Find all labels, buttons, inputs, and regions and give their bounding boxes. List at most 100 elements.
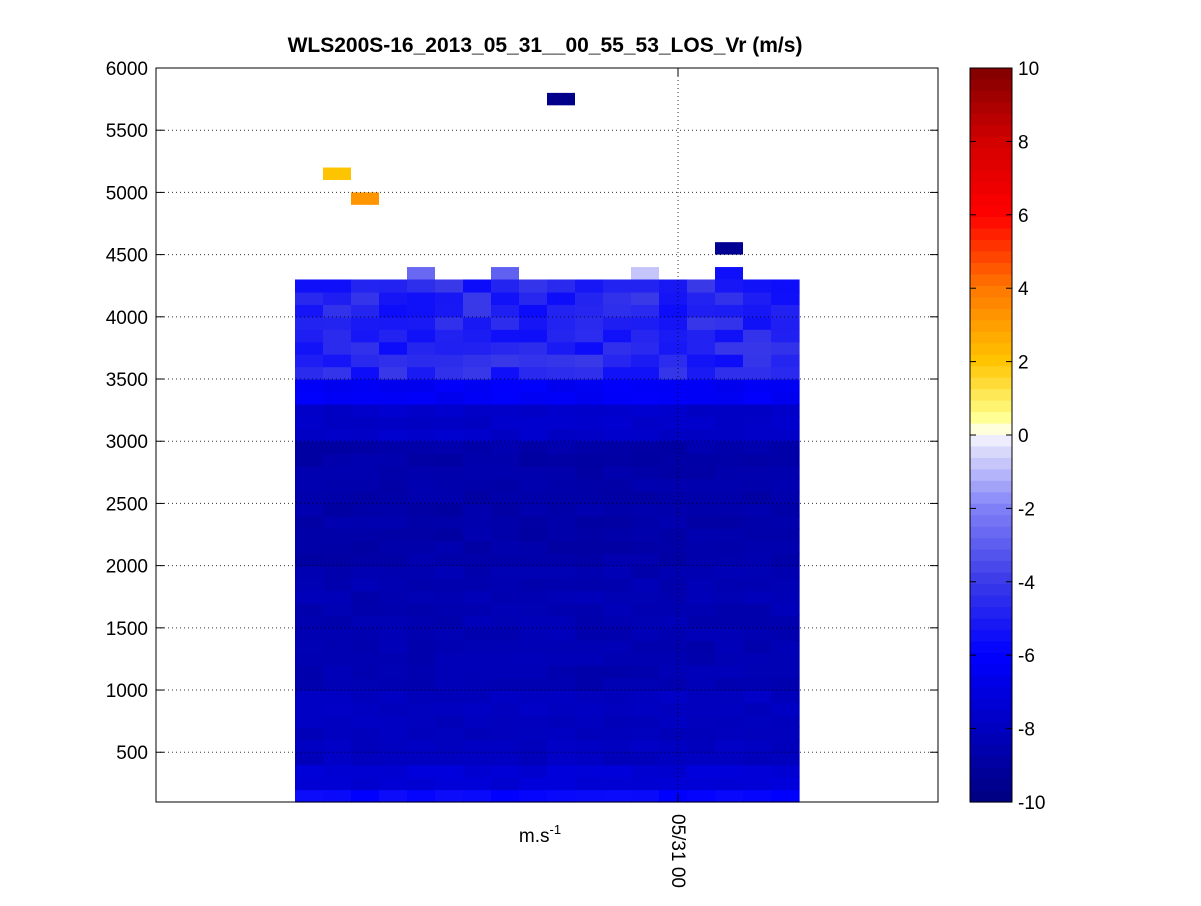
heatmap-cell xyxy=(295,453,324,467)
heatmap-cell xyxy=(323,341,352,355)
heatmap-cell xyxy=(407,540,436,554)
heatmap-cell xyxy=(659,590,688,604)
heatmap-cell xyxy=(519,777,548,791)
heatmap-cell xyxy=(379,304,408,318)
heatmap-cell xyxy=(351,366,380,380)
heatmap-cell xyxy=(715,615,744,629)
heatmap-cell xyxy=(491,665,520,679)
heatmap-cell xyxy=(687,578,716,592)
heatmap-cell xyxy=(519,677,548,691)
heatmap-cell xyxy=(407,528,436,542)
plot-area: 500 1000 1500 2000 2500 3000 3500 4000 4500 5000 5… xyxy=(106,59,939,888)
heatmap-cell xyxy=(323,403,352,417)
heatmap-cell xyxy=(743,677,772,691)
heatmap-cell xyxy=(659,341,688,355)
colorbar-segment xyxy=(970,90,1012,104)
heatmap-cell xyxy=(771,702,800,716)
heatmap-cell xyxy=(715,503,744,517)
heatmap-cell xyxy=(603,503,632,517)
heatmap-cell xyxy=(379,453,408,467)
heatmap-cell xyxy=(435,553,464,567)
heatmap-cell xyxy=(323,490,352,505)
heatmap-cell xyxy=(659,490,688,505)
heatmap-cell xyxy=(659,428,688,442)
colorbar-segment xyxy=(970,308,1012,321)
heatmap-cell xyxy=(491,354,520,368)
heatmap-cell xyxy=(771,690,800,704)
y-tick-label: 1000 xyxy=(106,681,148,702)
heatmap-cell xyxy=(771,677,800,691)
heatmap-cell xyxy=(771,640,800,654)
colorbar-gradient xyxy=(970,68,1012,803)
heatmap-cell xyxy=(659,677,688,691)
heatmap-cell xyxy=(547,752,576,766)
heatmap-cell xyxy=(575,540,604,554)
heatmap-cell xyxy=(715,590,744,604)
heatmap-cell xyxy=(575,515,604,529)
heatmap-cell xyxy=(575,702,604,716)
colorbar-segment xyxy=(970,400,1012,413)
heatmap-cell xyxy=(379,727,408,741)
heatmap-cell xyxy=(687,515,716,529)
heatmap-cell xyxy=(491,702,520,716)
heatmap-cell xyxy=(491,615,520,629)
heatmap-cell xyxy=(407,316,436,330)
heatmap-cell xyxy=(295,316,324,330)
heatmap-cell xyxy=(771,590,800,604)
heatmap-cell xyxy=(603,702,632,716)
heatmap-cell xyxy=(575,565,604,579)
heatmap-cell xyxy=(547,291,576,305)
heatmap-cell xyxy=(659,602,688,616)
heatmap-cell xyxy=(519,764,548,778)
heatmap-cell xyxy=(463,714,492,728)
heatmap-cell xyxy=(687,540,716,554)
colorbar-segment xyxy=(970,217,1012,230)
heatmap-cell xyxy=(771,714,800,728)
heatmap-cell xyxy=(323,354,352,368)
heatmap-cell xyxy=(547,553,576,567)
heatmap-cell xyxy=(407,752,436,766)
colorbar-segment xyxy=(970,767,1012,780)
heatmap-cell xyxy=(351,764,380,778)
heatmap-cell xyxy=(407,578,436,592)
heatmap-cell xyxy=(379,416,408,430)
heatmap-cell xyxy=(575,416,604,430)
heatmap-cell xyxy=(603,665,632,679)
heatmap-cell xyxy=(519,329,548,343)
heatmap-cell xyxy=(715,279,744,293)
heatmap-cell xyxy=(603,627,632,641)
colorbar-segment xyxy=(970,687,1012,700)
heatmap-cell xyxy=(547,379,576,393)
heatmap-cell xyxy=(659,366,688,380)
heatmap-cell xyxy=(379,690,408,704)
heatmap-cell xyxy=(295,565,324,579)
heatmap-cell xyxy=(743,602,772,616)
heatmap-cell xyxy=(351,540,380,554)
heatmap-cell xyxy=(687,714,716,728)
heatmap-cell xyxy=(715,441,744,455)
heatmap-cell xyxy=(295,428,324,442)
heatmap-cell xyxy=(547,341,576,355)
heatmap-cell xyxy=(659,316,688,330)
heatmap-cell xyxy=(603,615,632,629)
y-tick-label: 6000 xyxy=(106,59,148,80)
heatmap-cell xyxy=(659,354,688,368)
colorbar-segment xyxy=(970,297,1012,310)
colorbar-segment xyxy=(970,664,1012,677)
heatmap-cell xyxy=(323,690,352,704)
colorbar-segment xyxy=(970,790,1012,803)
heatmap-cell xyxy=(771,291,800,305)
heatmap-cell xyxy=(351,627,380,641)
heatmap-cell xyxy=(519,627,548,641)
heatmap-cell xyxy=(715,341,744,355)
heatmap-cell xyxy=(491,503,520,517)
heatmap-cell xyxy=(743,316,772,330)
heatmap-cell xyxy=(687,752,716,766)
colorbar-segment xyxy=(970,320,1012,333)
heatmap-cell xyxy=(547,503,576,517)
heatmap-cell xyxy=(575,316,604,330)
heatmap-cell xyxy=(575,453,604,467)
heatmap-cell xyxy=(743,789,772,803)
heatmap-cell xyxy=(463,341,492,355)
heatmap-cell xyxy=(295,279,324,293)
